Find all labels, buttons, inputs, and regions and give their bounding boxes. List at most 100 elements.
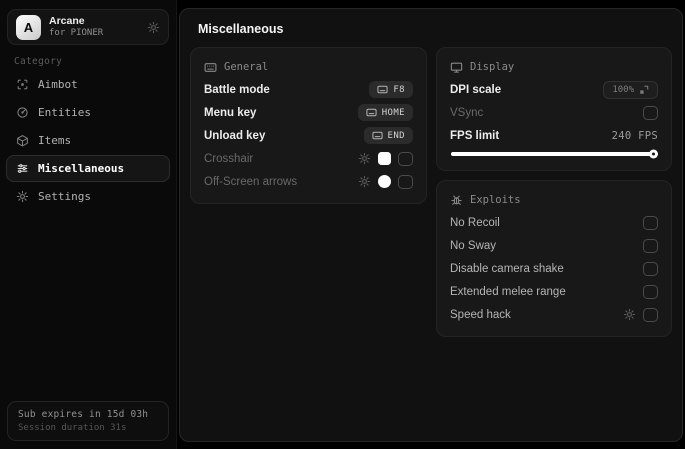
no-recoil-row: No Recoil bbox=[450, 211, 658, 234]
display-panel-title-text: Display bbox=[470, 61, 515, 73]
offscreen-arrows-settings-gear-icon[interactable] bbox=[358, 175, 371, 188]
offscreen-arrows-color-swatch[interactable] bbox=[378, 175, 391, 188]
brand-gear-icon[interactable] bbox=[147, 21, 160, 34]
no-sway-checkbox[interactable] bbox=[643, 238, 658, 253]
sidebar: A Arcane for PIONER Category Aimbot bbox=[0, 0, 177, 449]
sidebar-item-label: Settings bbox=[38, 190, 91, 203]
fps-limit-slider[interactable] bbox=[451, 149, 658, 159]
subscription-card: Sub expires in 15d 03h Session duration … bbox=[7, 401, 169, 441]
main-panel: Miscellaneous General Battle mode F8 bbox=[179, 8, 683, 442]
unload-key-label: Unload key bbox=[204, 129, 266, 142]
app-name: Arcane bbox=[49, 14, 85, 27]
sliders-icon bbox=[16, 162, 29, 175]
sidebar-item-items[interactable]: Items bbox=[6, 127, 170, 154]
offscreen-arrows-row: Off-Screen arrows bbox=[204, 170, 413, 193]
speed-hack-settings-gear-icon[interactable] bbox=[623, 308, 636, 321]
sidebar-item-label: Miscellaneous bbox=[38, 162, 125, 175]
category-nav: Aimbot Entities Items Miscellaneous bbox=[6, 71, 170, 211]
general-panel-title: General bbox=[204, 56, 413, 78]
offscreen-arrows-checkbox[interactable] bbox=[398, 174, 413, 189]
speed-hack-controls bbox=[623, 307, 658, 322]
dpi-scale-value: 100% bbox=[612, 84, 634, 95]
sub-expiry-text: Sub expires in 15d 03h bbox=[18, 409, 149, 420]
sidebar-item-entities[interactable]: Entities bbox=[6, 99, 170, 126]
crosshair-settings-gear-icon[interactable] bbox=[358, 152, 371, 165]
crosshair-label: Crosshair bbox=[204, 152, 254, 165]
sidebar-item-aimbot[interactable]: Aimbot bbox=[6, 71, 170, 98]
dpi-scale-label: DPI scale bbox=[450, 83, 502, 96]
sidebar-item-label: Aimbot bbox=[38, 78, 78, 91]
vsync-label: VSync bbox=[450, 106, 484, 119]
general-panel: General Battle mode F8 Menu key HOME bbox=[190, 47, 427, 204]
battle-mode-key: F8 bbox=[393, 84, 405, 95]
disable-camera-shake-label: Disable camera shake bbox=[450, 262, 564, 275]
fps-limit-label: FPS limit bbox=[450, 129, 500, 142]
monitor-icon bbox=[450, 61, 463, 74]
scan-icon bbox=[16, 78, 29, 91]
disable-camera-shake-row: Disable camera shake bbox=[450, 257, 658, 280]
offscreen-arrows-label: Off-Screen arrows bbox=[204, 175, 298, 188]
page-title: Miscellaneous bbox=[198, 22, 284, 36]
disable-camera-shake-checkbox[interactable] bbox=[643, 261, 658, 276]
menu-key-label: Menu key bbox=[204, 106, 257, 119]
menu-key-key: HOME bbox=[381, 107, 405, 118]
extended-melee-range-checkbox[interactable] bbox=[643, 284, 658, 299]
category-label: Category bbox=[14, 56, 63, 67]
menu-key-row: Menu key HOME bbox=[204, 101, 413, 124]
exploits-panel: Exploits No Recoil No Sway Disable camer… bbox=[436, 180, 672, 337]
battle-mode-row: Battle mode F8 bbox=[204, 78, 413, 101]
menu-key-keybind[interactable]: HOME bbox=[357, 104, 413, 121]
scaling-icon bbox=[639, 85, 649, 95]
no-recoil-checkbox[interactable] bbox=[643, 215, 658, 230]
extended-melee-range-label: Extended melee range bbox=[450, 285, 566, 298]
keyboard-icon bbox=[366, 107, 377, 118]
app-subtitle: for PIONER bbox=[49, 27, 104, 38]
display-panel: Display DPI scale 100% VSync bbox=[436, 47, 672, 171]
no-sway-row: No Sway bbox=[450, 234, 658, 257]
crosshair-checkbox[interactable] bbox=[398, 151, 413, 166]
fps-limit-row: FPS limit 240 FPS bbox=[450, 124, 658, 147]
crosshair-row: Crosshair bbox=[204, 147, 413, 170]
battle-mode-keybind[interactable]: F8 bbox=[369, 81, 413, 98]
session-duration-text: Session duration 31s bbox=[18, 423, 127, 433]
crosshair-controls bbox=[358, 151, 413, 166]
speed-hack-label: Speed hack bbox=[450, 308, 511, 321]
bug-icon bbox=[450, 194, 463, 207]
sidebar-item-settings[interactable]: Settings bbox=[6, 183, 170, 210]
general-panel-title-text: General bbox=[224, 61, 269, 73]
app-logo: A bbox=[16, 14, 41, 40]
unload-key-key: END bbox=[387, 130, 405, 141]
dpi-scale-row: DPI scale 100% bbox=[450, 78, 658, 101]
dpi-scale-select[interactable]: 100% bbox=[603, 80, 658, 99]
fps-limit-value: 240 FPS bbox=[611, 129, 658, 142]
no-sway-label: No Sway bbox=[450, 239, 497, 252]
sidebar-item-miscellaneous[interactable]: Miscellaneous bbox=[6, 155, 170, 182]
logo-letter: A bbox=[23, 19, 34, 35]
keyboard-icon bbox=[204, 61, 217, 74]
radar-icon bbox=[16, 106, 29, 119]
vsync-row: VSync bbox=[450, 101, 658, 124]
offscreen-arrows-controls bbox=[358, 174, 413, 189]
vsync-checkbox[interactable] bbox=[643, 105, 658, 120]
brand-text: Arcane for PIONER bbox=[49, 15, 139, 39]
sidebar-item-label: Items bbox=[38, 134, 72, 147]
display-panel-title: Display bbox=[450, 56, 658, 78]
fps-slider-fill bbox=[451, 152, 657, 156]
speed-hack-checkbox[interactable] bbox=[643, 307, 658, 322]
speed-hack-row: Speed hack bbox=[450, 303, 658, 326]
no-recoil-label: No Recoil bbox=[450, 216, 500, 229]
brand-card: A Arcane for PIONER bbox=[7, 9, 169, 45]
gear-icon bbox=[16, 190, 29, 203]
panels-grid: General Battle mode F8 Menu key HOME bbox=[180, 47, 682, 337]
fps-slider-knob[interactable] bbox=[649, 149, 658, 159]
keyboard-icon bbox=[377, 84, 388, 95]
box-icon bbox=[16, 134, 29, 147]
exploits-panel-title-text: Exploits bbox=[470, 194, 521, 206]
right-column: Display DPI scale 100% VSync bbox=[436, 47, 672, 337]
exploits-panel-title: Exploits bbox=[450, 189, 658, 211]
keyboard-icon bbox=[371, 130, 383, 141]
unload-key-keybind[interactable]: END bbox=[363, 127, 413, 144]
crosshair-color-swatch[interactable] bbox=[378, 152, 391, 165]
extended-melee-range-row: Extended melee range bbox=[450, 280, 658, 303]
